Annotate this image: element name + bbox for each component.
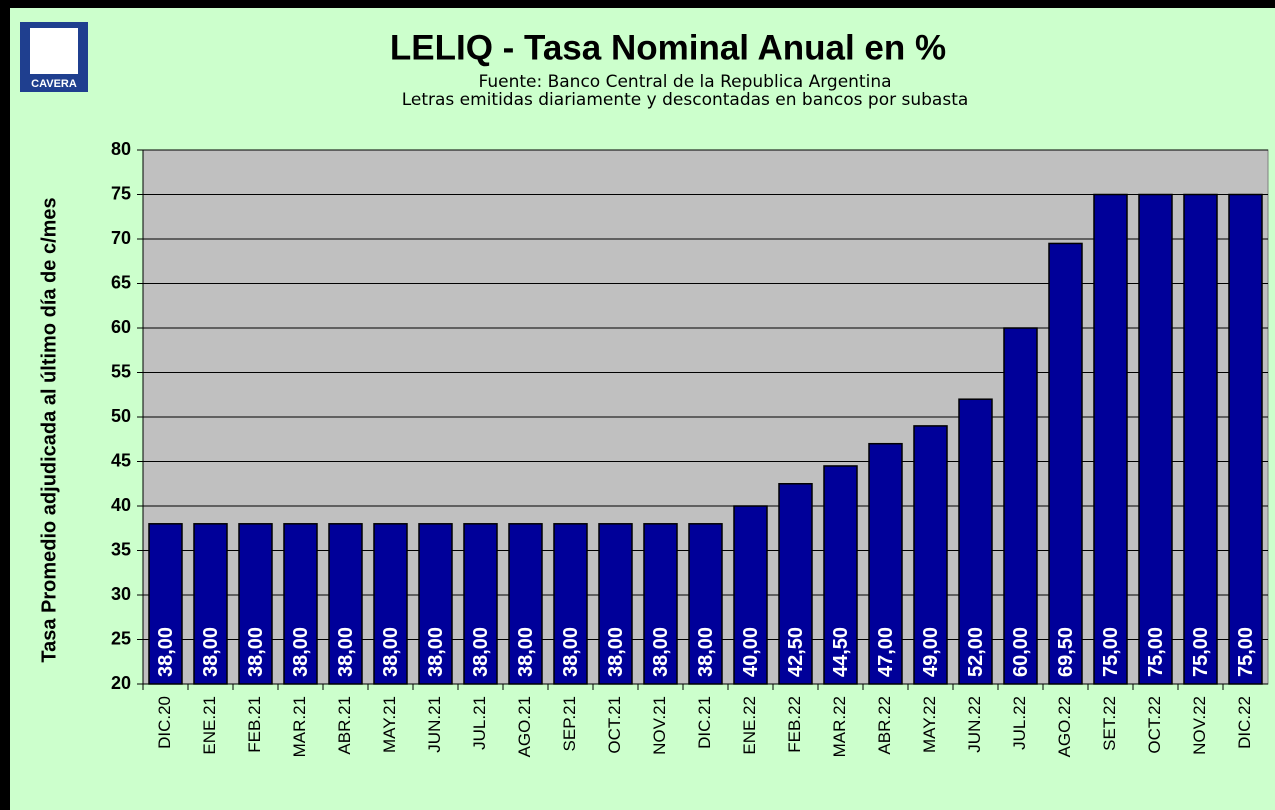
y-tick-label: 30 xyxy=(111,584,131,604)
y-tick-label: 60 xyxy=(111,317,131,337)
chart-title: LELIQ - Tasa Nominal Anual en % xyxy=(390,28,946,67)
bar xyxy=(913,425,948,685)
value-label: 47,00 xyxy=(875,627,897,677)
bar xyxy=(823,465,858,685)
chart-subtitle: Fuente: Banco Central de la Republica Ar… xyxy=(478,72,891,92)
x-tick-label: JUN.21 xyxy=(425,696,444,753)
x-tick-label: ENE.21 xyxy=(200,696,219,755)
y-axis-label: Tasa Promedio adjudicada al último día d… xyxy=(38,197,60,662)
x-tick-label: DIC.21 xyxy=(695,696,714,749)
bar xyxy=(778,483,813,685)
y-tick-label: 70 xyxy=(111,228,131,248)
y-tick-label: 35 xyxy=(111,539,131,559)
x-tick-label: MAY.21 xyxy=(380,696,399,753)
x-tick-label: NOV.21 xyxy=(650,696,669,755)
bar xyxy=(733,505,768,685)
bar xyxy=(958,398,993,685)
x-tick-label: AGO.22 xyxy=(1055,696,1074,757)
chart-subtitle: Letras emitidas diariamente y descontada… xyxy=(402,90,969,110)
value-label: 38,00 xyxy=(335,627,357,677)
value-label: 52,00 xyxy=(965,627,987,677)
x-tick-label: FEB.22 xyxy=(785,696,804,753)
bar xyxy=(1138,193,1173,685)
value-label: 38,00 xyxy=(470,627,492,677)
x-tick-label: MAY.22 xyxy=(920,696,939,753)
y-tick-label: 50 xyxy=(111,406,131,426)
value-label: 40,00 xyxy=(740,627,762,677)
value-label: 38,00 xyxy=(380,627,402,677)
value-label: 38,00 xyxy=(650,627,672,677)
y-tick-label: 20 xyxy=(111,673,131,693)
bar xyxy=(553,523,588,685)
y-tick-label: 40 xyxy=(111,495,131,515)
x-tick-label: SET.22 xyxy=(1100,696,1119,751)
bar xyxy=(418,523,453,685)
value-label: 38,00 xyxy=(560,627,582,677)
x-tick-label: MAR.21 xyxy=(290,696,309,757)
value-label: 44,50 xyxy=(830,627,852,677)
x-tick-label: DIC.20 xyxy=(155,696,174,749)
bar xyxy=(1048,242,1083,685)
y-tick-label: 80 xyxy=(111,139,131,159)
bar xyxy=(148,523,183,685)
y-tick-label: 25 xyxy=(111,628,131,648)
x-tick-label: DIC.22 xyxy=(1235,696,1254,749)
x-tick-label: MAR.22 xyxy=(830,696,849,757)
bar xyxy=(463,523,498,685)
bar xyxy=(868,442,903,685)
logo-text: CAVERA xyxy=(31,78,77,90)
y-tick-label: 75 xyxy=(111,183,131,203)
bar xyxy=(328,523,363,685)
value-label: 49,00 xyxy=(920,627,942,677)
value-label: 75,00 xyxy=(1145,627,1167,677)
value-label: 38,00 xyxy=(200,627,222,677)
value-label: 38,00 xyxy=(695,627,717,677)
x-tick-label: AGO.21 xyxy=(515,696,534,757)
y-tick-label: 55 xyxy=(111,361,131,381)
logo-inner xyxy=(30,28,78,74)
x-tick-label: NOV.22 xyxy=(1190,696,1209,755)
value-label: 38,00 xyxy=(515,627,537,677)
bar xyxy=(1183,193,1218,685)
x-tick-label: ENE.22 xyxy=(740,696,759,755)
value-label: 38,00 xyxy=(245,627,267,677)
x-tick-label: JUL.22 xyxy=(1010,696,1029,750)
y-tick-label: 65 xyxy=(111,272,131,292)
logo: CAVERA xyxy=(20,22,88,92)
value-label: 69,50 xyxy=(1055,627,1077,677)
bar xyxy=(238,523,273,685)
value-label: 38,00 xyxy=(605,627,627,677)
x-tick-label: ABR.22 xyxy=(875,696,894,755)
x-tick-label: FEB.21 xyxy=(245,696,264,753)
value-label: 60,00 xyxy=(1010,627,1032,677)
value-label: 38,00 xyxy=(155,627,177,677)
value-label: 75,00 xyxy=(1235,627,1257,677)
bar xyxy=(688,523,723,685)
bar xyxy=(598,523,633,685)
bar xyxy=(1093,193,1128,685)
bar xyxy=(283,523,318,685)
x-tick-label: ABR.21 xyxy=(335,696,354,755)
x-tick-label: JUN.22 xyxy=(965,696,984,753)
x-tick-label: SEP.21 xyxy=(560,696,579,751)
bar xyxy=(193,523,228,685)
bar xyxy=(1003,327,1038,685)
bar xyxy=(508,523,543,685)
bar xyxy=(373,523,408,685)
value-label: 75,00 xyxy=(1190,627,1212,677)
value-label: 38,00 xyxy=(290,627,312,677)
value-label: 75,00 xyxy=(1100,627,1122,677)
x-tick-label: OCT.21 xyxy=(605,696,624,754)
x-tick-label: JUL.21 xyxy=(470,696,489,750)
value-label: 42,50 xyxy=(785,627,807,677)
value-label: 38,00 xyxy=(425,627,447,677)
bar xyxy=(1228,193,1263,685)
bar xyxy=(643,523,678,685)
x-tick-label: OCT.22 xyxy=(1145,696,1164,754)
y-tick-label: 45 xyxy=(111,450,131,470)
